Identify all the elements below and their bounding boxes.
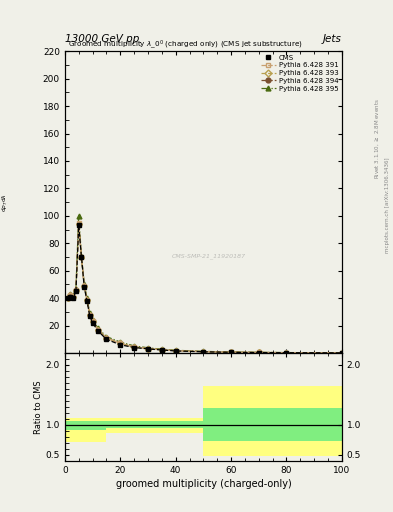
Y-axis label: $\frac{\mathrm{d}^2N}{\mathrm{d}p_T \mathrm{d}\lambda}$: $\frac{\mathrm{d}^2N}{\mathrm{d}p_T \mat…	[0, 193, 10, 212]
Text: Groomed multiplicity $\lambda\_0^0$ (charged only) (CMS jet substructure): Groomed multiplicity $\lambda\_0^0$ (cha…	[68, 38, 303, 51]
X-axis label: groomed multiplicity (charged-only): groomed multiplicity (charged-only)	[116, 479, 291, 489]
Text: Rivet 3.1.10, $\geq$ 2.8M events: Rivet 3.1.10, $\geq$ 2.8M events	[373, 98, 381, 179]
Text: CMS-SMP-21_11920187: CMS-SMP-21_11920187	[172, 253, 246, 259]
Text: mcplots.cern.ch [arXiv:1306.3436]: mcplots.cern.ch [arXiv:1306.3436]	[385, 157, 389, 252]
Y-axis label: Ratio to CMS: Ratio to CMS	[34, 380, 43, 434]
Text: Jets: Jets	[323, 33, 342, 44]
Legend: CMS, Pythia 6.428 391, Pythia 6.428 393, Pythia 6.428 394, Pythia 6.428 395: CMS, Pythia 6.428 391, Pythia 6.428 393,…	[259, 53, 340, 93]
Text: 13000 GeV pp: 13000 GeV pp	[65, 33, 139, 44]
